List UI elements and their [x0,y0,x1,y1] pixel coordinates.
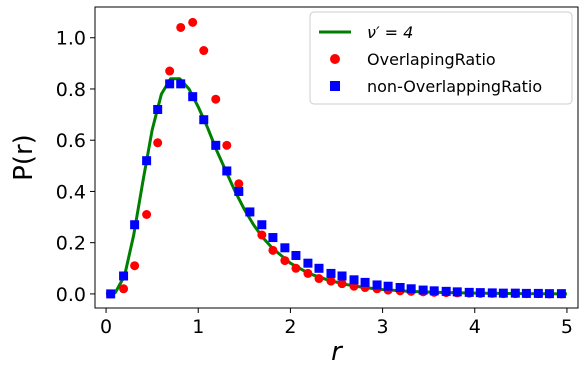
point-overlaping-ratio [280,256,290,266]
series-line-nu4 [105,77,567,296]
point-non-overlapping-ratio [349,275,359,285]
point-overlaping-ratio [314,274,324,284]
point-non-overlapping-ratio [521,288,531,298]
point-non-overlapping-ratio [383,281,393,291]
x-tick-label: 5 [561,316,573,338]
point-non-overlapping-ratio [372,280,382,290]
x-tick-label: 2 [284,316,296,338]
point-non-overlapping-ratio [544,289,554,299]
legend-label: OverlapingRatio [367,50,496,69]
y-tick-label: 0.6 [56,130,86,152]
point-overlaping-ratio [257,230,267,240]
point-non-overlapping-ratio [119,271,129,281]
legend-label: non-OverlappingRatio [367,77,542,96]
point-overlaping-ratio [291,263,301,273]
point-non-overlapping-ratio [498,288,508,298]
x-tick-label: 0 [100,316,112,338]
data-marks [105,17,567,299]
point-non-overlapping-ratio [280,243,290,253]
point-overlaping-ratio [119,284,129,294]
point-non-overlapping-ratio [234,186,244,196]
point-overlaping-ratio [153,138,163,148]
y-tick-label: 0.8 [56,79,86,101]
legend-square-marker [330,81,340,91]
point-non-overlapping-ratio [199,115,209,125]
point-non-overlapping-ratio [533,288,543,298]
point-overlaping-ratio [234,179,244,189]
y-tick-label: 0.2 [56,233,86,255]
point-non-overlapping-ratio [326,268,336,278]
point-non-overlapping-ratio [211,140,221,150]
point-non-overlapping-ratio [510,288,520,298]
axes: 0 1 2 3 4 5 0.0 0.2 0.4 0.6 0.8 1.0 r P(r) [9,6,579,367]
point-overlaping-ratio [142,209,152,219]
point-overlaping-ratio [199,46,209,56]
point-non-overlapping-ratio [337,271,347,281]
point-overlaping-ratio [222,140,232,150]
y-tick-label: 0.0 [56,284,86,306]
x-tick-label: 3 [377,316,389,338]
point-overlaping-ratio [176,22,186,32]
legend: ν′ = 4 OverlapingRatio non-OverlappingRati… [309,11,573,105]
point-non-overlapping-ratio [441,286,451,296]
point-non-overlapping-ratio [176,79,186,89]
y-tick-label: 1.0 [56,28,86,50]
point-overlaping-ratio [165,66,175,76]
legend-box [309,11,573,105]
x-axis-title: r [331,337,344,366]
point-non-overlapping-ratio [142,156,152,166]
point-non-overlapping-ratio [452,287,462,297]
point-non-overlapping-ratio [222,166,232,176]
point-non-overlapping-ratio [360,277,370,287]
point-non-overlapping-ratio [188,92,198,102]
point-non-overlapping-ratio [245,207,255,217]
point-overlaping-ratio [130,261,140,271]
point-non-overlapping-ratio [257,220,267,230]
point-non-overlapping-ratio [268,233,278,243]
point-non-overlapping-ratio [487,288,497,298]
point-overlaping-ratio [188,17,198,27]
point-non-overlapping-ratio [556,289,566,299]
point-non-overlapping-ratio [106,289,116,299]
x-tick-label: 1 [192,316,204,338]
y-tick-label: 0.4 [56,181,86,203]
point-overlaping-ratio [326,276,336,286]
point-non-overlapping-ratio [314,263,324,273]
point-non-overlapping-ratio [429,286,439,296]
point-non-overlapping-ratio [464,287,474,297]
point-overlaping-ratio [337,279,347,289]
point-non-overlapping-ratio [291,250,301,260]
x-tick-label: 4 [469,316,481,338]
point-overlaping-ratio [268,245,278,255]
point-non-overlapping-ratio [153,104,163,114]
point-overlaping-ratio [211,94,221,104]
point-non-overlapping-ratio [130,220,140,230]
point-non-overlapping-ratio [418,285,428,295]
point-non-overlapping-ratio [406,284,416,294]
legend-label: ν′ = 4 [367,23,413,42]
point-overlaping-ratio [303,268,313,278]
plot-area [105,17,567,299]
point-non-overlapping-ratio [303,258,313,268]
point-non-overlapping-ratio [475,288,485,298]
point-non-overlapping-ratio [165,79,175,89]
y-axis-title: P(r) [9,134,39,181]
plot-frame [94,6,579,309]
point-non-overlapping-ratio [395,283,405,293]
legend-circle-marker [330,54,340,64]
